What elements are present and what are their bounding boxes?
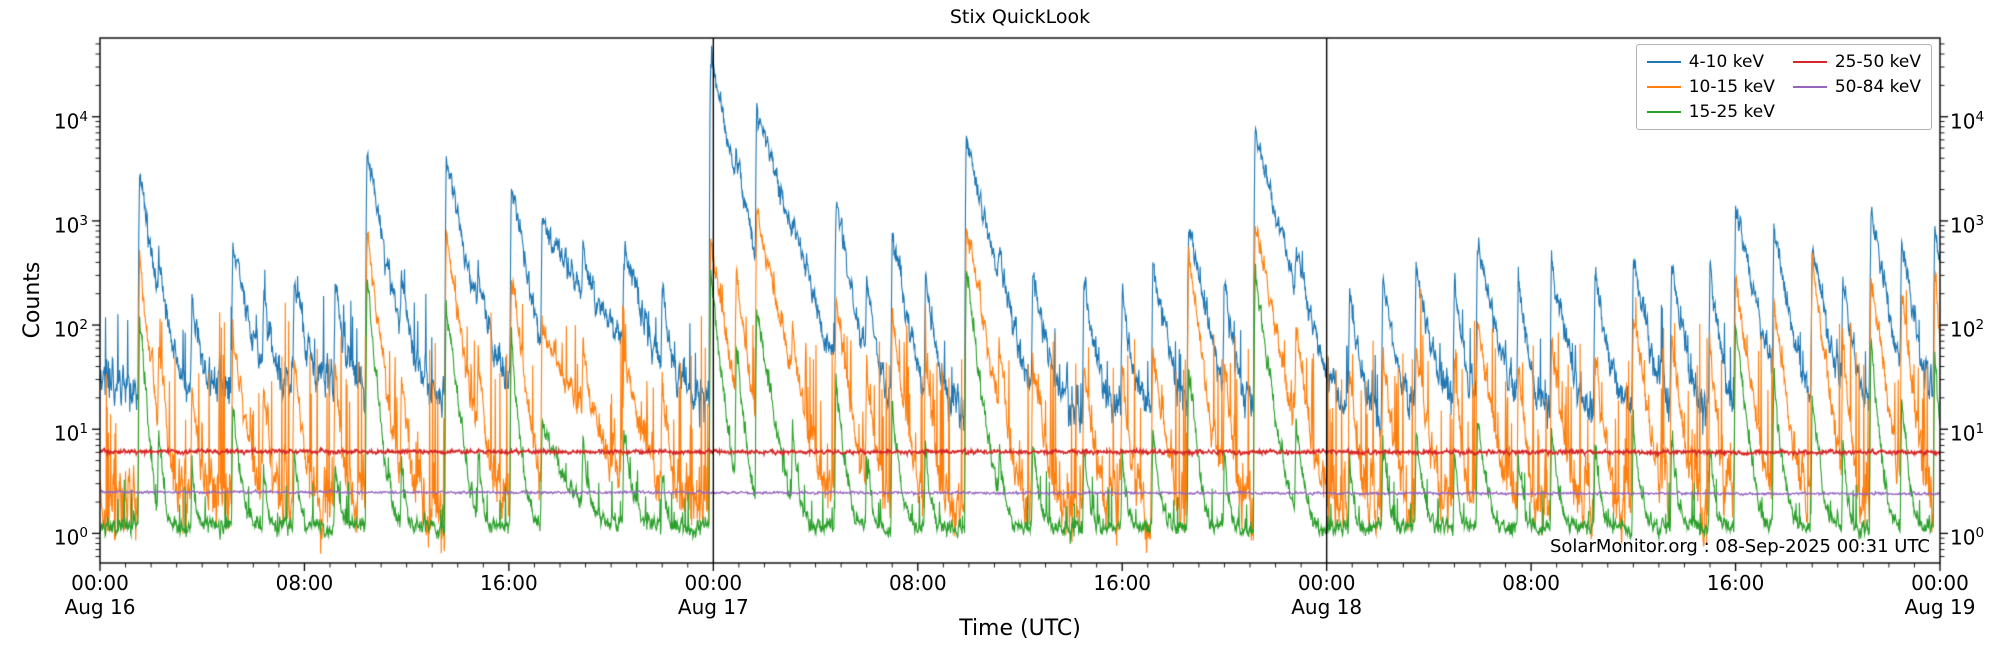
y-tick-label: 103 bbox=[1950, 212, 1985, 238]
x-tick-label: 16:00 bbox=[480, 571, 538, 595]
x-day-label: Aug 19 bbox=[1904, 595, 1976, 619]
chart-title: Stix QuickLook bbox=[949, 6, 1091, 28]
legend-item: 4-10 keV bbox=[1646, 51, 1775, 73]
legend-item: 10-15 keV bbox=[1646, 76, 1775, 98]
legend-line-swatch bbox=[1792, 60, 1827, 64]
legend-label: 10-15 keV bbox=[1688, 77, 1775, 97]
legend-label: 25-50 keV bbox=[1834, 52, 1921, 72]
x-day-label: Aug 17 bbox=[677, 595, 749, 619]
x-tick-label: 00:00 bbox=[1297, 571, 1356, 595]
y-tick-label: 103 bbox=[53, 212, 88, 238]
x-day-label: Aug 16 bbox=[64, 595, 136, 619]
legend-label: 15-25 keV bbox=[1688, 102, 1775, 122]
y-tick-label: 100 bbox=[53, 525, 88, 551]
legend-item: 25-50 keV bbox=[1792, 51, 1921, 73]
x-tick-label: 08:00 bbox=[1502, 571, 1560, 595]
legend-line-swatch bbox=[1646, 60, 1681, 64]
x-tick-label: 16:00 bbox=[1093, 571, 1152, 595]
legend-line-swatch bbox=[1792, 85, 1827, 89]
x-tick-label: 00:00 bbox=[684, 571, 743, 595]
legend-line-swatch bbox=[1646, 110, 1681, 114]
legend-item: 15-25 keV bbox=[1646, 101, 1775, 123]
legend-item: 50-84 keV bbox=[1792, 76, 1921, 98]
x-day-label: Aug 18 bbox=[1291, 595, 1363, 619]
x-axis-label: Time (UTC) bbox=[959, 616, 1081, 641]
x-tick-label: 00:00 bbox=[1911, 571, 1969, 595]
y-tick-label: 104 bbox=[53, 108, 88, 134]
legend-column: 4-10 keV 10-15 keV 15-25 keV bbox=[1646, 51, 1775, 123]
x-tick-label: 08:00 bbox=[888, 571, 947, 595]
y-tick-label: 101 bbox=[53, 421, 88, 446]
y-tick-label: 101 bbox=[1950, 421, 1985, 446]
watermark-text: SolarMonitor.org : 08-Sep-2025 00:31 UTC bbox=[1549, 536, 1930, 557]
y-tick-label: 102 bbox=[1950, 317, 1985, 342]
y-tick-label: 104 bbox=[1950, 108, 1985, 134]
x-tick-label: 16:00 bbox=[1706, 571, 1765, 595]
legend: 4-10 keV 10-15 keV 15-25 keV 25-50 keV 50-84… bbox=[1635, 44, 1932, 130]
legend-column: 25-50 keV 50-84 keV bbox=[1792, 51, 1921, 123]
legend-label: 50-84 keV bbox=[1834, 77, 1921, 97]
legend-line-swatch bbox=[1646, 85, 1681, 89]
x-tick-label: 00:00 bbox=[71, 571, 129, 595]
y-tick-label: 102 bbox=[53, 317, 88, 342]
legend-label: 4-10 keV bbox=[1688, 52, 1765, 72]
x-tick-label: 08:00 bbox=[275, 571, 334, 595]
y-tick-label: 100 bbox=[1950, 525, 1985, 551]
